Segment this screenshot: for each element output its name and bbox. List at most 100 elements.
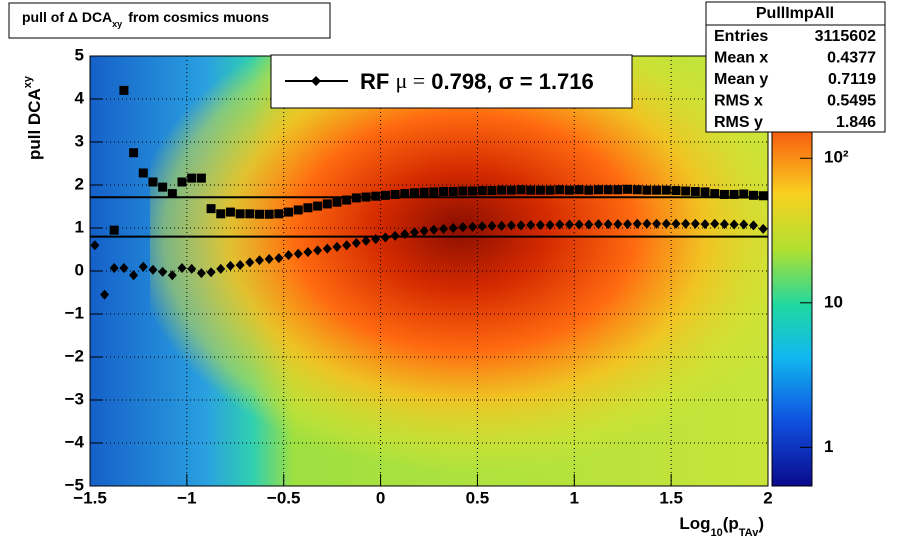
square-marker xyxy=(129,148,139,158)
diamond-marker xyxy=(129,270,139,281)
diamond-marker xyxy=(623,219,633,230)
stats-name: RMS y xyxy=(714,114,763,131)
diamond-marker xyxy=(594,219,603,230)
y-tick-label: 2 xyxy=(75,174,84,193)
diamond-marker xyxy=(535,219,545,230)
square-marker xyxy=(594,185,603,195)
square-marker xyxy=(109,225,119,235)
square-marker xyxy=(652,185,662,195)
x-axis-label: Log10(pTAv) xyxy=(679,514,764,538)
y-tick-label: 5 xyxy=(75,45,84,64)
square-marker xyxy=(603,185,613,195)
chart-title: pull of Δ DCAxy from cosmics muons xyxy=(22,9,269,30)
square-marker xyxy=(148,177,158,187)
y-axis-label: pull DCAxy xyxy=(22,75,45,160)
x-tick-label: 2 xyxy=(763,488,772,507)
z-tick-label: 10² xyxy=(824,148,849,167)
diamond-marker xyxy=(138,261,148,272)
square-marker xyxy=(506,185,516,195)
diamond-marker xyxy=(526,219,536,230)
square-marker xyxy=(313,201,323,211)
square-marker xyxy=(632,185,642,195)
diamond-marker xyxy=(167,270,177,281)
marks xyxy=(90,85,768,300)
x-tick-label: 1 xyxy=(570,488,579,507)
stats-name: Mean y xyxy=(714,71,768,88)
square-marker xyxy=(700,187,710,197)
diamond-marker xyxy=(196,268,206,279)
square-marker xyxy=(739,189,749,199)
stats-value: 1.846 xyxy=(836,114,876,131)
square-marker xyxy=(690,186,700,196)
stats-value: 0.5495 xyxy=(827,93,876,110)
square-marker xyxy=(293,205,303,215)
square-marker xyxy=(574,185,584,195)
diamond-marker xyxy=(516,220,526,231)
diamond-marker xyxy=(545,219,555,230)
square-marker xyxy=(361,192,371,202)
square-marker xyxy=(216,209,226,219)
diamond-marker xyxy=(235,259,245,270)
diamond-marker xyxy=(313,245,323,256)
diamond-marker xyxy=(390,230,400,241)
square-marker xyxy=(390,189,400,199)
y-tick-label: −1 xyxy=(65,303,84,322)
square-marker xyxy=(342,195,352,205)
square-marker xyxy=(448,186,458,196)
diamond-marker xyxy=(758,223,768,234)
stats-value: 0.4377 xyxy=(827,50,876,67)
diamond-marker xyxy=(642,218,652,229)
y-tick-label: 1 xyxy=(75,217,84,236)
legend-marker xyxy=(311,76,321,86)
diamond-marker xyxy=(739,219,749,230)
square-marker xyxy=(380,190,390,200)
diamond-marker xyxy=(690,218,700,229)
diamond-marker xyxy=(748,220,758,231)
square-marker xyxy=(439,186,449,196)
square-marker xyxy=(196,173,206,183)
square-marker xyxy=(235,209,245,219)
square-marker xyxy=(274,209,284,219)
stats-title: PullImpAll xyxy=(756,5,834,22)
square-marker xyxy=(429,187,439,197)
diamond-marker xyxy=(332,241,342,252)
square-marker xyxy=(758,191,768,201)
diamond-marker xyxy=(274,253,284,264)
diamond-marker xyxy=(100,289,110,300)
stats-name: RMS x xyxy=(714,93,763,110)
square-marker xyxy=(284,207,294,217)
square-marker xyxy=(187,173,197,183)
diamond-marker xyxy=(661,218,671,229)
y-tick-label: −3 xyxy=(65,389,84,408)
y-tick-label: 4 xyxy=(75,88,85,107)
square-marker xyxy=(255,209,264,219)
diamond-marker xyxy=(448,223,458,233)
square-marker xyxy=(419,187,429,197)
square-marker xyxy=(526,185,536,195)
diamond-marker xyxy=(361,235,371,246)
z-tick-label: 1 xyxy=(824,437,833,456)
square-marker xyxy=(264,209,274,219)
diamond-marker xyxy=(681,218,691,229)
square-marker xyxy=(661,185,671,195)
diamond-marker xyxy=(671,218,681,229)
diamond-marker xyxy=(613,219,623,230)
title-box xyxy=(8,2,331,39)
diamond-marker xyxy=(603,219,613,230)
square-marker xyxy=(322,199,332,209)
diamond-marker xyxy=(255,255,264,266)
diamond-marker xyxy=(632,218,642,229)
square-marker xyxy=(371,191,381,201)
square-marker xyxy=(158,182,168,192)
square-marker xyxy=(584,185,594,195)
square-marker xyxy=(681,186,691,196)
x-tick-label: −1 xyxy=(177,488,196,507)
diamond-marker xyxy=(429,224,439,235)
square-marker xyxy=(119,85,129,95)
diamond-marker xyxy=(371,234,381,245)
diamond-marker xyxy=(419,226,429,237)
square-marker xyxy=(167,189,177,199)
square-marker xyxy=(477,186,487,196)
stats-box xyxy=(705,1,886,133)
